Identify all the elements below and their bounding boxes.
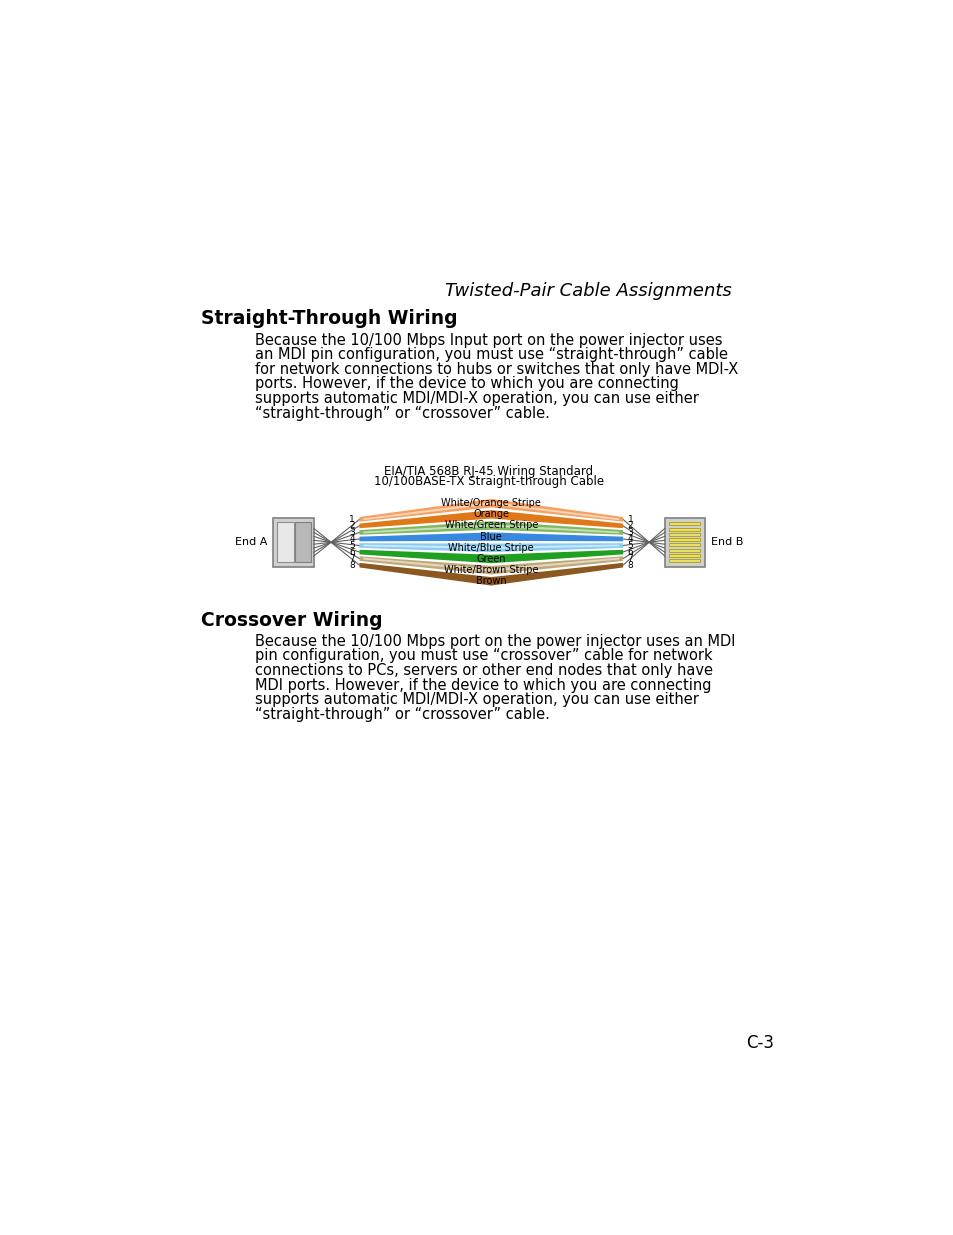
Text: “straight-through” or “crossover” cable.: “straight-through” or “crossover” cable.: [254, 406, 549, 421]
Bar: [664, 517, 704, 567]
Text: pin configuration, you must use “crossover” cable for network: pin configuration, you must use “crossov…: [254, 648, 712, 663]
Text: 2: 2: [627, 521, 633, 530]
Bar: [669, 543, 700, 546]
Bar: [669, 555, 700, 557]
Polygon shape: [363, 545, 618, 550]
Text: 8: 8: [349, 561, 355, 569]
Text: Orange: Orange: [473, 509, 509, 520]
Bar: [669, 522, 700, 525]
Text: “straight-through” or “crossover” cable.: “straight-through” or “crossover” cable.: [254, 706, 549, 721]
Text: 6: 6: [627, 547, 633, 557]
Text: Because the 10/100 Mbps Input port on the power injector uses: Because the 10/100 Mbps Input port on th…: [254, 332, 721, 347]
Text: Crossover Wiring: Crossover Wiring: [200, 610, 382, 630]
Text: 4: 4: [349, 535, 355, 543]
Bar: [669, 527, 700, 531]
Polygon shape: [359, 543, 622, 552]
Text: 2: 2: [349, 521, 355, 530]
Text: ports. However, if the device to which you are connecting: ports. However, if the device to which y…: [254, 377, 678, 391]
Text: 5: 5: [627, 541, 633, 550]
Text: 10/100BASE-TX Straight-through Cable: 10/100BASE-TX Straight-through Cable: [374, 475, 603, 489]
Text: 5: 5: [349, 541, 355, 550]
Text: C-3: C-3: [745, 1034, 773, 1051]
Bar: [276, 522, 294, 562]
Text: White/Orange Stripe: White/Orange Stripe: [441, 498, 540, 508]
Text: for network connections to hubs or switches that only have MDI-X: for network connections to hubs or switc…: [254, 362, 738, 377]
Text: Blue: Blue: [480, 531, 501, 542]
Text: Brown: Brown: [476, 577, 506, 587]
Bar: [669, 559, 700, 562]
Polygon shape: [359, 556, 622, 574]
Polygon shape: [359, 510, 622, 529]
Polygon shape: [363, 525, 618, 534]
Text: Twisted-Pair Cable Assignments: Twisted-Pair Cable Assignments: [444, 282, 731, 300]
Text: Because the 10/100 Mbps port on the power injector uses an MDI: Because the 10/100 Mbps port on the powe…: [254, 634, 735, 648]
Text: connections to PCs, servers or other end nodes that only have: connections to PCs, servers or other end…: [254, 663, 712, 678]
Polygon shape: [359, 499, 622, 521]
Text: 3: 3: [627, 527, 633, 537]
Text: 3: 3: [349, 527, 355, 537]
Bar: [274, 517, 314, 567]
Polygon shape: [359, 550, 622, 563]
Text: White/Brown Stripe: White/Brown Stripe: [443, 566, 537, 576]
Polygon shape: [359, 532, 622, 541]
Text: 7: 7: [349, 555, 355, 563]
Text: supports automatic MDI/MDI-X operation, you can use either: supports automatic MDI/MDI-X operation, …: [254, 391, 698, 406]
Text: 6: 6: [349, 547, 355, 557]
Bar: [669, 548, 700, 552]
Text: White/Blue Stripe: White/Blue Stripe: [448, 543, 534, 553]
Text: 1: 1: [627, 515, 633, 524]
Text: 8: 8: [627, 561, 633, 569]
Polygon shape: [363, 558, 618, 572]
Text: 7: 7: [627, 555, 633, 563]
Text: White/Green Stripe: White/Green Stripe: [444, 520, 537, 531]
Polygon shape: [359, 563, 622, 585]
Text: Green: Green: [476, 555, 505, 564]
Bar: [669, 532, 700, 536]
Bar: [669, 538, 700, 541]
Bar: [294, 522, 311, 562]
Text: End A: End A: [234, 537, 267, 547]
Text: EIA/TIA 568B RJ-45 Wiring Standard: EIA/TIA 568B RJ-45 Wiring Standard: [384, 466, 593, 478]
Text: End B: End B: [711, 537, 743, 547]
Polygon shape: [359, 521, 622, 535]
Text: MDI ports. However, if the device to which you are connecting: MDI ports. However, if the device to whi…: [254, 678, 711, 693]
Text: 1: 1: [349, 515, 355, 524]
Text: 4: 4: [627, 535, 633, 543]
Text: Straight-Through Wiring: Straight-Through Wiring: [200, 309, 456, 327]
Polygon shape: [363, 501, 618, 520]
Text: an MDI pin configuration, you must use “straight-through” cable: an MDI pin configuration, you must use “…: [254, 347, 727, 362]
Text: supports automatic MDI/MDI-X operation, you can use either: supports automatic MDI/MDI-X operation, …: [254, 692, 698, 708]
